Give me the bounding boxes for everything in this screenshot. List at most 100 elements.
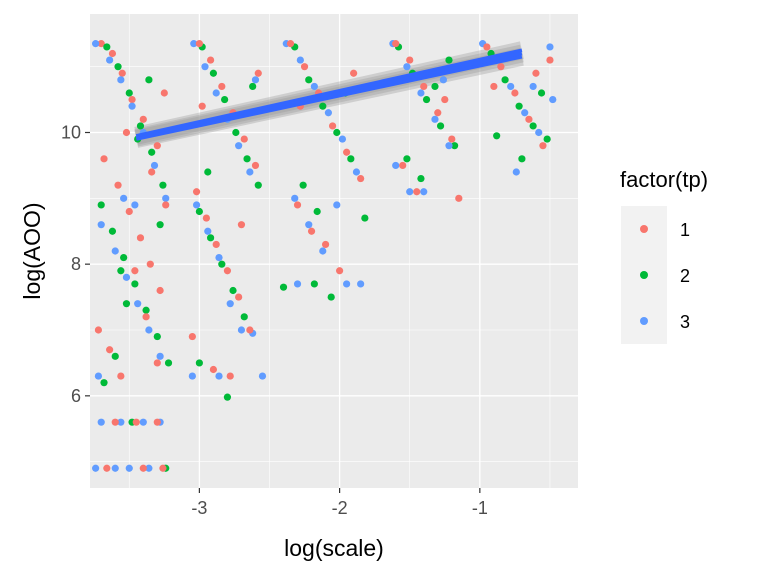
data-point	[139, 115, 147, 123]
data-point	[148, 168, 156, 176]
data-point	[97, 418, 105, 426]
data-point	[117, 418, 125, 426]
data-point	[206, 234, 215, 242]
data-point	[246, 326, 254, 334]
data-point	[300, 63, 309, 71]
data-point	[543, 135, 551, 143]
data-point	[310, 82, 318, 91]
data-point	[296, 56, 304, 64]
data-point	[251, 76, 260, 84]
data-point	[128, 95, 136, 104]
data-point	[122, 273, 131, 281]
data-point	[204, 227, 212, 235]
data-point	[223, 267, 232, 275]
data-point	[507, 82, 515, 91]
data-point	[501, 76, 509, 84]
data-point	[201, 63, 209, 71]
data-point	[153, 332, 161, 341]
data-point	[237, 221, 246, 229]
data-point	[188, 372, 196, 380]
data-point	[100, 379, 108, 387]
data-point	[118, 69, 126, 77]
data-point	[164, 359, 173, 367]
data-point	[406, 56, 414, 64]
data-point	[117, 372, 125, 380]
data-point	[195, 359, 203, 367]
data-point	[111, 247, 119, 255]
data-point	[92, 464, 100, 472]
data-point	[156, 221, 164, 229]
data-point	[529, 122, 537, 130]
data-point	[125, 89, 133, 97]
y-tick-label: 6	[71, 386, 81, 406]
legend-title: factor(tp)	[620, 167, 708, 192]
data-point	[195, 40, 203, 48]
data-point	[537, 89, 546, 97]
data-point	[159, 181, 167, 189]
data-point	[153, 418, 161, 426]
data-point	[117, 267, 125, 275]
data-point	[192, 201, 201, 209]
data-point	[240, 313, 248, 321]
data-point	[106, 346, 114, 354]
data-point	[497, 63, 505, 71]
data-point	[131, 280, 139, 288]
data-point	[254, 181, 262, 189]
data-point	[190, 40, 198, 48]
data-point	[254, 69, 262, 77]
x-axis-ticks: -3 -2 -1	[191, 488, 488, 518]
data-point	[111, 418, 119, 426]
data-point	[445, 142, 453, 150]
data-point	[145, 76, 153, 84]
data-point	[202, 214, 210, 222]
data-point	[258, 372, 267, 380]
data-point	[512, 168, 520, 176]
data-point	[139, 464, 147, 472]
data-point	[319, 102, 327, 110]
legend: factor(tp) 1 2 3	[620, 167, 708, 344]
data-point	[518, 155, 526, 163]
data-point	[299, 181, 307, 189]
data-point	[357, 280, 365, 288]
data-point	[103, 464, 111, 472]
data-point	[403, 155, 411, 163]
legend-key-1	[640, 225, 648, 233]
data-point	[145, 464, 153, 472]
data-point	[417, 174, 425, 183]
data-point	[111, 352, 119, 360]
data-point	[100, 155, 108, 163]
data-point	[136, 234, 145, 242]
data-point	[399, 161, 407, 170]
data-point	[226, 300, 234, 308]
data-point	[343, 280, 351, 288]
data-point	[136, 122, 145, 130]
data-point	[343, 148, 351, 156]
data-point	[515, 102, 523, 110]
data-point	[142, 313, 150, 321]
data-point	[209, 69, 218, 77]
data-point	[417, 89, 425, 97]
y-tick-label: 10	[61, 123, 81, 143]
data-point	[293, 280, 302, 288]
data-point	[525, 115, 533, 123]
data-point	[235, 142, 243, 150]
x-tick-label: -3	[191, 498, 207, 518]
x-axis-title: log(scale)	[284, 535, 384, 561]
data-point	[162, 201, 170, 209]
data-point	[134, 300, 142, 308]
data-points	[92, 40, 557, 472]
data-point	[159, 464, 167, 472]
legend-label: 1	[680, 220, 690, 240]
data-point	[122, 128, 131, 137]
data-point	[336, 267, 344, 275]
y-axis-title: log(AOO)	[19, 202, 45, 299]
data-point	[406, 188, 414, 196]
data-point	[97, 221, 105, 229]
data-point	[413, 188, 421, 196]
data-point	[441, 95, 449, 104]
data-point	[352, 168, 361, 176]
data-point	[131, 201, 139, 209]
data-point	[111, 464, 119, 472]
data-point	[148, 148, 156, 156]
